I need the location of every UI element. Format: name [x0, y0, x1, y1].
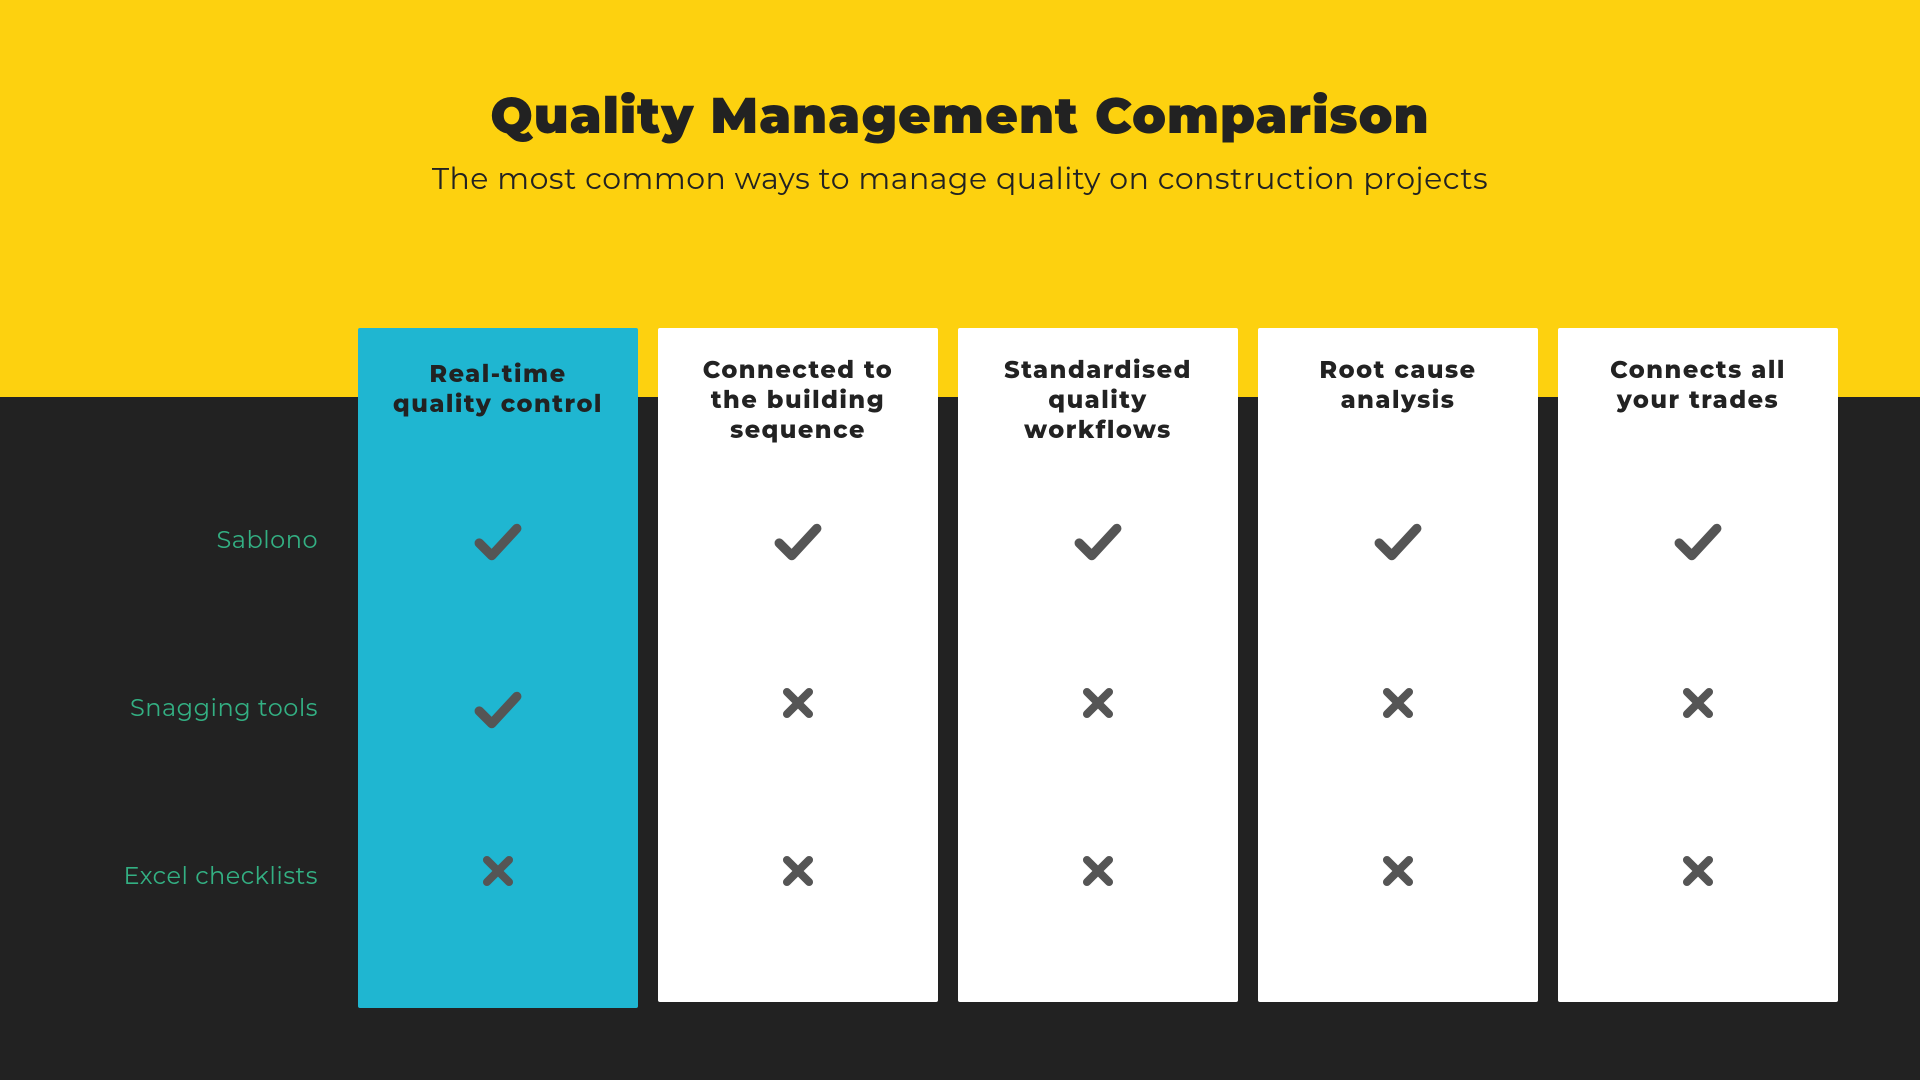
check-icon: [473, 516, 523, 571]
cross-icon: [1079, 684, 1117, 727]
column-header: Connected to the building sequence: [678, 356, 918, 496]
comparison-column: Real-time quality control: [358, 328, 638, 1008]
comparison-column: Root cause analysis: [1258, 328, 1538, 1002]
check-icon: [473, 684, 523, 739]
row-label: Sablono: [0, 496, 348, 664]
cross-icon: [779, 852, 817, 895]
cross-icon: [1379, 684, 1417, 727]
page-subtitle: The most common ways to manage quality o…: [0, 158, 1920, 200]
comparison-cell: [378, 496, 618, 664]
check-icon: [773, 516, 823, 571]
comparison-cell: [678, 496, 918, 664]
comparison-cell: [1578, 832, 1818, 1000]
cross-icon: [779, 684, 817, 727]
comparison-cell: [1578, 664, 1818, 832]
check-icon: [1673, 516, 1723, 571]
comparison-cell: [678, 664, 918, 832]
comparison-cell: [1278, 832, 1518, 1000]
page-title: Quality Management Comparison: [0, 85, 1920, 146]
comparison-cell: [1578, 496, 1818, 664]
comparison-cell: [1278, 496, 1518, 664]
row-label: Snagging tools: [0, 664, 348, 832]
comparison-infographic: Quality Management Comparison The most c…: [0, 0, 1920, 1080]
cross-icon: [1679, 852, 1717, 895]
column-header: Connects all your trades: [1578, 356, 1818, 496]
comparison-column: Connected to the building sequence: [658, 328, 938, 1002]
cross-icon: [1679, 684, 1717, 727]
comparison-cell: [978, 832, 1218, 1000]
row-labels: SablonoSnagging toolsExcel checklists: [0, 496, 348, 1000]
cross-icon: [479, 852, 517, 895]
comparison-cell: [678, 832, 918, 1000]
comparison-columns: Real-time quality control Connected to th…: [358, 328, 1848, 1008]
comparison-cell: [378, 664, 618, 832]
check-icon: [1373, 516, 1423, 571]
cross-icon: [1079, 852, 1117, 895]
column-header: Real-time quality control: [378, 360, 618, 496]
column-header: Standardised quality workflows: [978, 356, 1218, 496]
comparison-cell: [978, 664, 1218, 832]
row-label: Excel checklists: [0, 832, 348, 1000]
comparison-column: Connects all your trades: [1558, 328, 1838, 1002]
cross-icon: [1379, 852, 1417, 895]
comparison-cell: [378, 832, 618, 1000]
comparison-cell: [978, 496, 1218, 664]
check-icon: [1073, 516, 1123, 571]
column-header: Root cause analysis: [1278, 356, 1518, 496]
comparison-cell: [1278, 664, 1518, 832]
comparison-column: Standardised quality workflows: [958, 328, 1238, 1002]
